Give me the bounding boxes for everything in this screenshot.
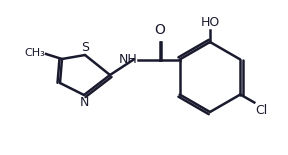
Text: NH: NH — [119, 53, 138, 66]
Text: HO: HO — [200, 16, 220, 29]
Text: O: O — [154, 22, 165, 36]
Text: Cl: Cl — [255, 104, 268, 117]
Text: N: N — [79, 96, 89, 109]
Text: S: S — [81, 41, 89, 54]
Text: CH₃: CH₃ — [24, 48, 45, 58]
